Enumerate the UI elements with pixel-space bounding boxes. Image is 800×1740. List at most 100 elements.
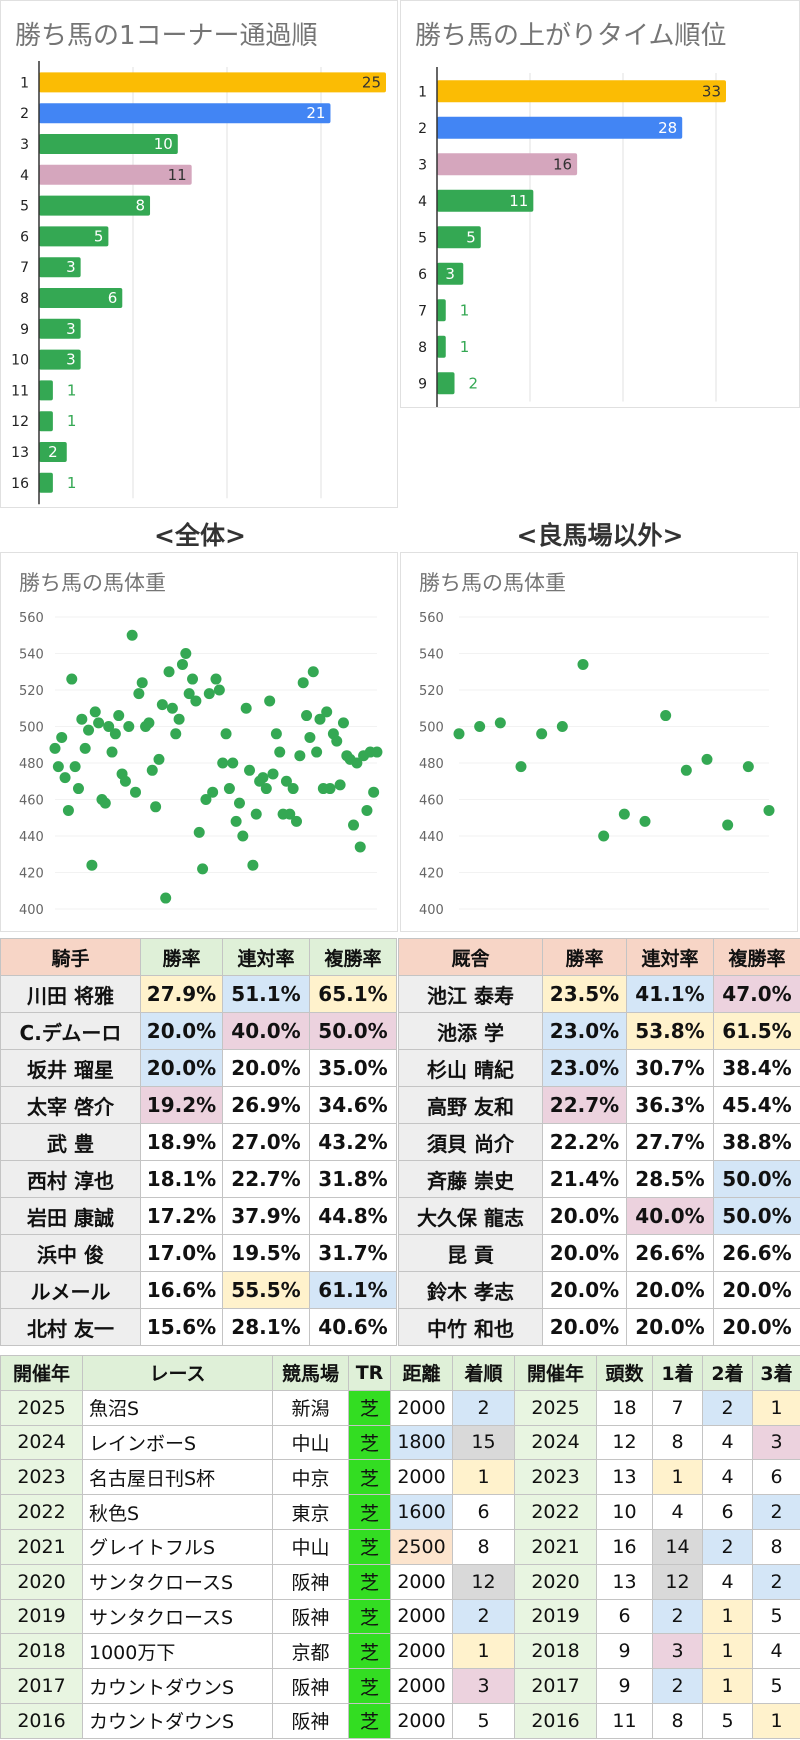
category-label: 9: [20, 322, 29, 338]
race-name: サンタクロースS: [82, 1563, 273, 1600]
category-label: 4: [418, 194, 427, 210]
table-row: 坂井 瑠星 20.0% 20.0% 35.0%: [0, 1049, 397, 1087]
race-course: 阪神: [272, 1563, 349, 1600]
data-point: [217, 757, 229, 769]
bar: [39, 288, 123, 308]
data-point: [210, 673, 222, 685]
trainer-top2: 36.3%: [626, 1086, 714, 1124]
bar: [437, 226, 481, 249]
race-track: 芝: [348, 1424, 391, 1461]
data-point: [274, 746, 286, 758]
field-third: 8: [752, 1528, 800, 1565]
jockey-win: 18.1%: [140, 1160, 223, 1198]
table-row: 2017 9 2 1 5: [514, 1668, 800, 1704]
data-point: [213, 684, 225, 696]
last3f-chart: 1 33 2 28 3 16 4 11 5 5 6 3 7 1 8 1 9 2: [418, 67, 726, 407]
race-name: サンタクロースS: [82, 1598, 273, 1635]
field-header-third: 3着: [752, 1355, 800, 1391]
jockey-top3: 65.1%: [309, 975, 397, 1013]
data-label: 3: [445, 265, 455, 283]
table-row: 2025 魚沼S 新潟芝 2000 2: [0, 1389, 515, 1426]
table-row: 2024 12 8 4 3: [514, 1424, 800, 1461]
field-runners: 16: [596, 1528, 653, 1565]
data-point: [176, 658, 188, 670]
data-label: 25: [362, 73, 381, 91]
data-point: [368, 786, 380, 798]
race-track: 芝: [348, 1389, 391, 1426]
data-point: [742, 761, 754, 773]
field-first: 3: [652, 1633, 703, 1670]
tick-label: 460: [419, 794, 444, 809]
table-row: 2023 13 1 4 6: [514, 1459, 800, 1496]
race-name: 1000万下: [82, 1633, 273, 1670]
table-row: 2021 16 14 2 8: [514, 1528, 800, 1565]
jockey-win: 15.6%: [140, 1308, 223, 1346]
race-track: 芝: [348, 1598, 391, 1635]
data-point: [72, 783, 84, 795]
race-dist: 2000: [390, 1702, 453, 1739]
jockey-top2: 26.9%: [222, 1086, 310, 1124]
data-point: [197, 863, 209, 875]
field-third: 5: [752, 1598, 800, 1635]
bar: [437, 153, 578, 176]
table-row: 2017 カウントダウンS 阪神芝 2000 3: [0, 1668, 515, 1704]
trainer-win: 22.2%: [542, 1123, 627, 1161]
race-year: 2019: [0, 1598, 83, 1635]
data-point: [83, 724, 95, 736]
trainer-top2: 28.5%: [626, 1160, 714, 1198]
table-row: 川田 将雅 27.9% 51.1% 65.1%: [0, 975, 397, 1013]
data-point: [361, 804, 373, 816]
data-point: [267, 768, 279, 780]
data-point: [180, 648, 192, 659]
tick-label: 440: [19, 830, 44, 845]
jockey-header-win: 勝率: [140, 938, 223, 976]
data-point: [103, 721, 115, 732]
field-runners: 11: [596, 1702, 653, 1739]
data-point: [193, 826, 205, 838]
category-label: 6: [418, 267, 427, 283]
trainer-win: 23.0%: [542, 1012, 627, 1050]
field-second: 2: [702, 1528, 753, 1565]
table-row: C.デムーロ 20.0% 40.0% 50.0%: [0, 1012, 397, 1050]
data-point: [294, 750, 306, 762]
race-dist: 2000: [390, 1668, 453, 1704]
field-second: 4: [702, 1459, 753, 1496]
data-point: [69, 761, 81, 773]
trainer-name: 杉山 晴紀: [398, 1049, 543, 1087]
field-first: 1: [652, 1459, 703, 1496]
caption-all: <全体>: [154, 521, 246, 550]
trainer-name: 斉藤 崇史: [398, 1160, 543, 1198]
race-name: カウントダウンS: [82, 1702, 273, 1739]
data-point: [260, 783, 272, 795]
data-label: 3: [66, 320, 76, 338]
bar: [39, 134, 178, 154]
field-table: 開催年 頭数 1着 2着 3着 2025 18 7 2 1 2024 12 8 4 3 2023…: [514, 1355, 800, 1739]
field-year: 2019: [514, 1598, 597, 1635]
table-row: 2021 グレイトフルS 中山芝 2500 8: [0, 1528, 515, 1565]
weight-all-title: 勝ち馬の馬体重: [19, 571, 166, 595]
race-table: 開催年 レース 競馬場 TR 距離 着順 2025 魚沼S 新潟芝 2000 2 202…: [0, 1355, 515, 1739]
last3f-chart-title: 勝ち馬の上がりタイム順位: [415, 21, 727, 51]
table-row: 2022 秋色S 東京芝 1600 6: [0, 1494, 515, 1530]
race-name: 名古屋日刊S杯: [82, 1459, 273, 1496]
corner-chart-title: 勝ち馬の1コーナー通過順: [15, 21, 318, 51]
field-year: 2025: [514, 1389, 597, 1426]
jockey-top2: 20.0%: [222, 1049, 310, 1087]
trainer-name: 須貝 尚介: [398, 1123, 543, 1161]
data-label: 8: [135, 197, 145, 215]
category-label: 7: [20, 260, 29, 276]
table-row: 杉山 晴紀 23.0% 30.7% 38.4%: [398, 1049, 800, 1087]
jockey-table: 騎手 勝率 連対率 複勝率 川田 将雅 27.9% 51.1% 65.1% C.デムー…: [0, 938, 397, 1346]
data-point: [494, 717, 506, 729]
field-first: 14: [652, 1528, 703, 1565]
data-point: [230, 815, 242, 827]
trainer-win: 20.0%: [542, 1234, 627, 1272]
race-pos: 8: [452, 1528, 515, 1565]
bar: [39, 226, 109, 247]
table-row: 斉藤 崇史 21.4% 28.5% 50.0%: [398, 1160, 800, 1198]
category-label: 3: [418, 157, 427, 173]
jockey-top2: 19.5%: [222, 1234, 310, 1272]
trainer-top3: 26.6%: [713, 1234, 800, 1272]
data-point: [133, 688, 145, 700]
weight-all-chart: 560 540 520 500 480 460 440 420 400: [19, 611, 383, 918]
